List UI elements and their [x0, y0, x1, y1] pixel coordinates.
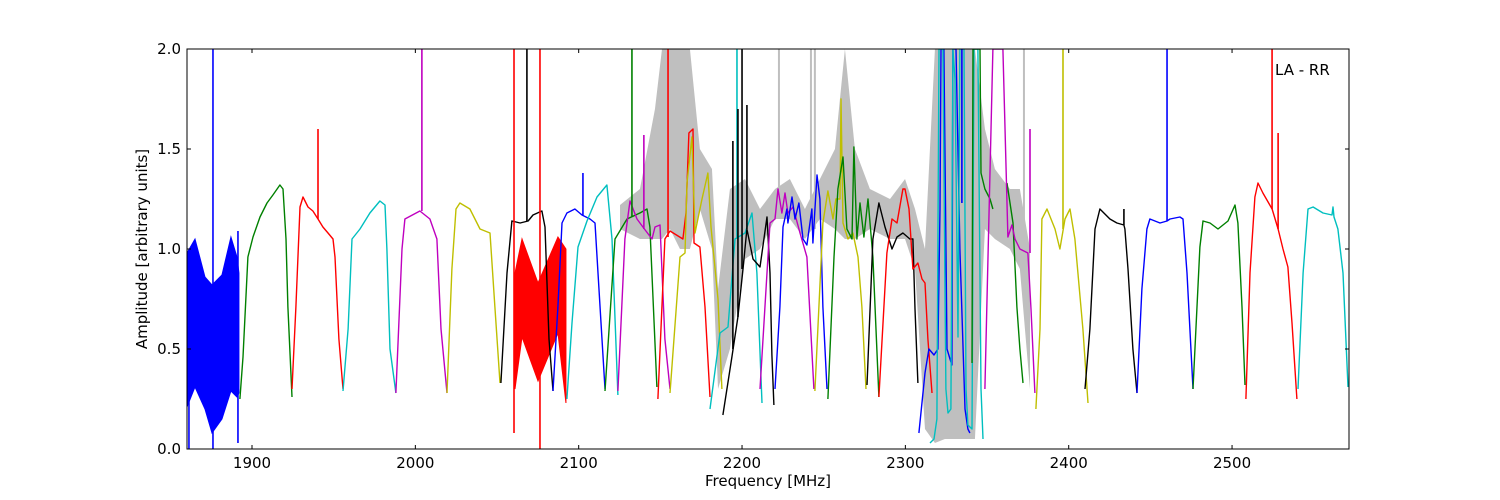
series-line-1 — [291, 196, 344, 390]
series-line-28 — [1192, 204, 1246, 390]
y-tick-label: 1.0 — [157, 240, 181, 258]
x-tick-label: 1900 — [233, 454, 271, 472]
series-line-0 — [239, 184, 293, 400]
series-line-23 — [1006, 182, 1024, 384]
series-line-24 — [984, 49, 1036, 394]
plot-area — [187, 49, 1349, 449]
series-line-16 — [814, 98, 867, 392]
series-line-13 — [722, 216, 775, 416]
x-tick-label: 2200 — [723, 454, 761, 472]
y-tick-label: 0.0 — [157, 440, 181, 458]
series-line-6 — [552, 208, 606, 392]
plot-annotation: LA - RR — [1275, 61, 1330, 79]
series-line-14 — [759, 188, 815, 390]
series-line-2 — [342, 200, 397, 394]
y-axis-label: Amplitude [arbitrary units] — [133, 149, 151, 349]
series-line-3 — [395, 210, 448, 394]
series-line-8 — [604, 208, 658, 392]
series-line-21 — [929, 49, 984, 444]
x-tick-label: 2100 — [560, 454, 598, 472]
x-tick-label: 2000 — [396, 454, 434, 472]
series-line-26 — [1084, 208, 1138, 394]
series-line-27 — [1136, 216, 1194, 394]
x-axis-label: Frequency [MHz] — [705, 472, 831, 490]
x-tick-label: 2400 — [1050, 454, 1088, 472]
x-tick-label: 2500 — [1213, 454, 1251, 472]
y-tick-label: 1.5 — [157, 140, 181, 158]
series-line-5 — [500, 210, 554, 392]
gray-spread-band — [620, 49, 1030, 443]
series-line-11 — [669, 136, 723, 394]
series-line-20 — [918, 49, 971, 434]
y-tick-label: 0.5 — [157, 340, 181, 358]
x-tick-label: 2300 — [886, 454, 924, 472]
series-line-25 — [1035, 208, 1089, 410]
series-line-4 — [446, 202, 501, 394]
series-line-30 — [1297, 206, 1349, 390]
series-line-29 — [1245, 182, 1298, 400]
series-line-19 — [878, 188, 933, 398]
series-line-7 — [566, 184, 619, 400]
axis-ticks: 1900 2000 2100 2200 2300 2400 2500 0.0 0.5 1.0 1.5… — [157, 40, 1349, 472]
y-tick-label: 2.0 — [157, 40, 181, 58]
series-line-18 — [866, 202, 919, 386]
series-line-17 — [827, 146, 880, 400]
series-line-15 — [774, 174, 828, 390]
